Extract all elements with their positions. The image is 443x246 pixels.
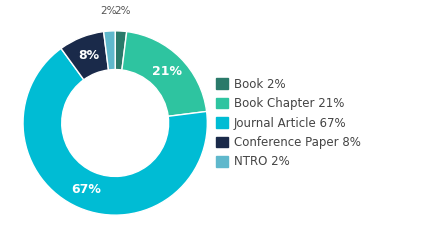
Text: 2%: 2% bbox=[114, 6, 131, 16]
Wedge shape bbox=[122, 31, 206, 116]
Text: 21%: 21% bbox=[152, 65, 182, 78]
Wedge shape bbox=[115, 31, 127, 70]
Wedge shape bbox=[23, 48, 207, 215]
Legend: Book 2%, Book Chapter 21%, Journal Article 67%, Conference Paper 8%, NTRO 2%: Book 2%, Book Chapter 21%, Journal Artic… bbox=[216, 77, 361, 169]
Wedge shape bbox=[61, 31, 109, 80]
Text: 2%: 2% bbox=[100, 6, 117, 16]
Text: 67%: 67% bbox=[71, 183, 101, 196]
Text: 8%: 8% bbox=[78, 49, 99, 62]
Wedge shape bbox=[104, 31, 115, 70]
